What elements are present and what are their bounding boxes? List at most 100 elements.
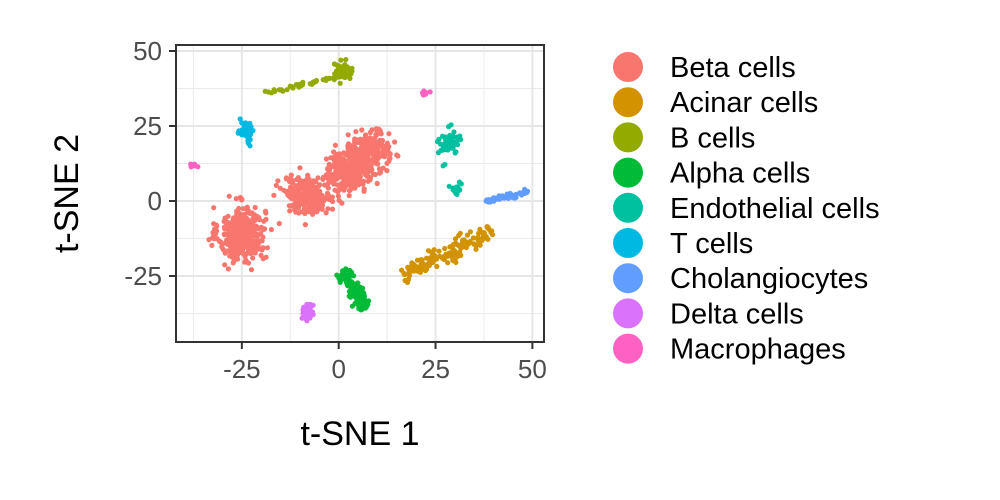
data-point — [302, 222, 308, 228]
data-point — [329, 206, 336, 212]
data-point — [470, 235, 476, 241]
data-point — [329, 194, 335, 200]
data-point — [392, 139, 398, 145]
data-point — [310, 191, 316, 197]
data-point — [319, 195, 326, 201]
data-point — [364, 172, 370, 179]
data-point — [257, 238, 263, 244]
x-axis-title: t-SNE 1 — [300, 415, 419, 453]
data-point — [354, 286, 360, 292]
data-point — [446, 145, 452, 151]
data-point — [233, 196, 239, 202]
data-point — [222, 250, 228, 256]
data-point — [228, 237, 234, 243]
data-point — [287, 208, 293, 214]
data-point — [309, 203, 316, 209]
data-point — [406, 267, 412, 274]
data-point — [453, 240, 459, 246]
data-point — [302, 315, 308, 322]
data-point — [337, 279, 343, 285]
data-point — [315, 175, 321, 181]
data-point — [239, 132, 245, 138]
series-endothelial-cells — [434, 122, 464, 197]
data-point — [351, 142, 357, 148]
data-point — [319, 202, 325, 208]
data-point — [440, 143, 446, 149]
y-tick-label: 50 — [133, 36, 162, 66]
axis-ticks: -25 0 25 50 -25 0 25 50 — [124, 36, 546, 384]
data-point — [379, 141, 385, 147]
data-point — [345, 167, 351, 174]
data-point — [234, 208, 240, 214]
data-point — [323, 156, 329, 162]
data-point — [359, 298, 365, 304]
data-point — [330, 75, 336, 81]
data-point — [360, 285, 366, 291]
data-point — [322, 182, 328, 188]
data-point — [210, 235, 216, 241]
data-point — [346, 180, 352, 186]
data-point — [363, 137, 369, 144]
data-point — [440, 163, 446, 169]
data-point — [339, 165, 345, 171]
data-point — [242, 228, 248, 234]
data-point — [221, 218, 227, 224]
data-point — [362, 151, 368, 157]
data-point — [340, 268, 346, 274]
data-point — [519, 190, 525, 197]
data-point — [246, 243, 253, 249]
data-point — [243, 129, 249, 135]
data-point — [290, 203, 296, 209]
data-point — [458, 181, 464, 187]
data-point — [310, 209, 316, 215]
data-point — [245, 260, 252, 266]
data-point — [237, 194, 243, 201]
data-point — [415, 268, 421, 274]
data-point — [213, 231, 219, 237]
data-point — [359, 160, 365, 166]
data-point — [315, 188, 321, 194]
y-axis-title: t-SNE 2 — [48, 134, 86, 253]
data-point — [290, 178, 296, 184]
data-point — [347, 267, 353, 274]
y-tick-label: 25 — [133, 111, 162, 141]
data-point — [394, 152, 400, 158]
legend-item: Acinar cells — [613, 87, 818, 119]
data-point — [359, 155, 365, 161]
data-point — [337, 80, 343, 86]
legend-key — [613, 263, 643, 294]
data-point — [358, 307, 365, 313]
data-point — [324, 190, 331, 196]
data-point — [341, 67, 347, 74]
data-point — [384, 168, 390, 174]
data-point — [226, 193, 232, 199]
legend-key — [613, 333, 643, 364]
legend-label: Alpha cells — [670, 158, 810, 190]
legend-key — [613, 192, 643, 223]
data-point — [264, 245, 270, 251]
legend-label: Endothelial cells — [670, 193, 880, 225]
data-point — [501, 194, 507, 200]
data-point — [247, 137, 253, 143]
data-point — [315, 199, 321, 205]
data-point — [225, 266, 231, 272]
data-point — [377, 128, 383, 134]
data-point — [290, 85, 296, 91]
data-point — [301, 194, 307, 200]
data-point — [306, 176, 312, 182]
data-point — [343, 57, 349, 63]
data-point — [376, 170, 383, 176]
data-point — [386, 131, 392, 137]
x-tick-label: -25 — [223, 354, 261, 384]
data-point — [353, 167, 359, 173]
data-point — [362, 302, 368, 308]
legend-label: Acinar cells — [670, 87, 818, 119]
data-point — [228, 244, 234, 250]
data-point — [342, 63, 348, 69]
series-acinar-cells — [399, 224, 496, 285]
data-point — [301, 304, 307, 310]
data-point — [496, 193, 502, 199]
data-point — [423, 89, 429, 96]
data-point — [387, 155, 393, 161]
